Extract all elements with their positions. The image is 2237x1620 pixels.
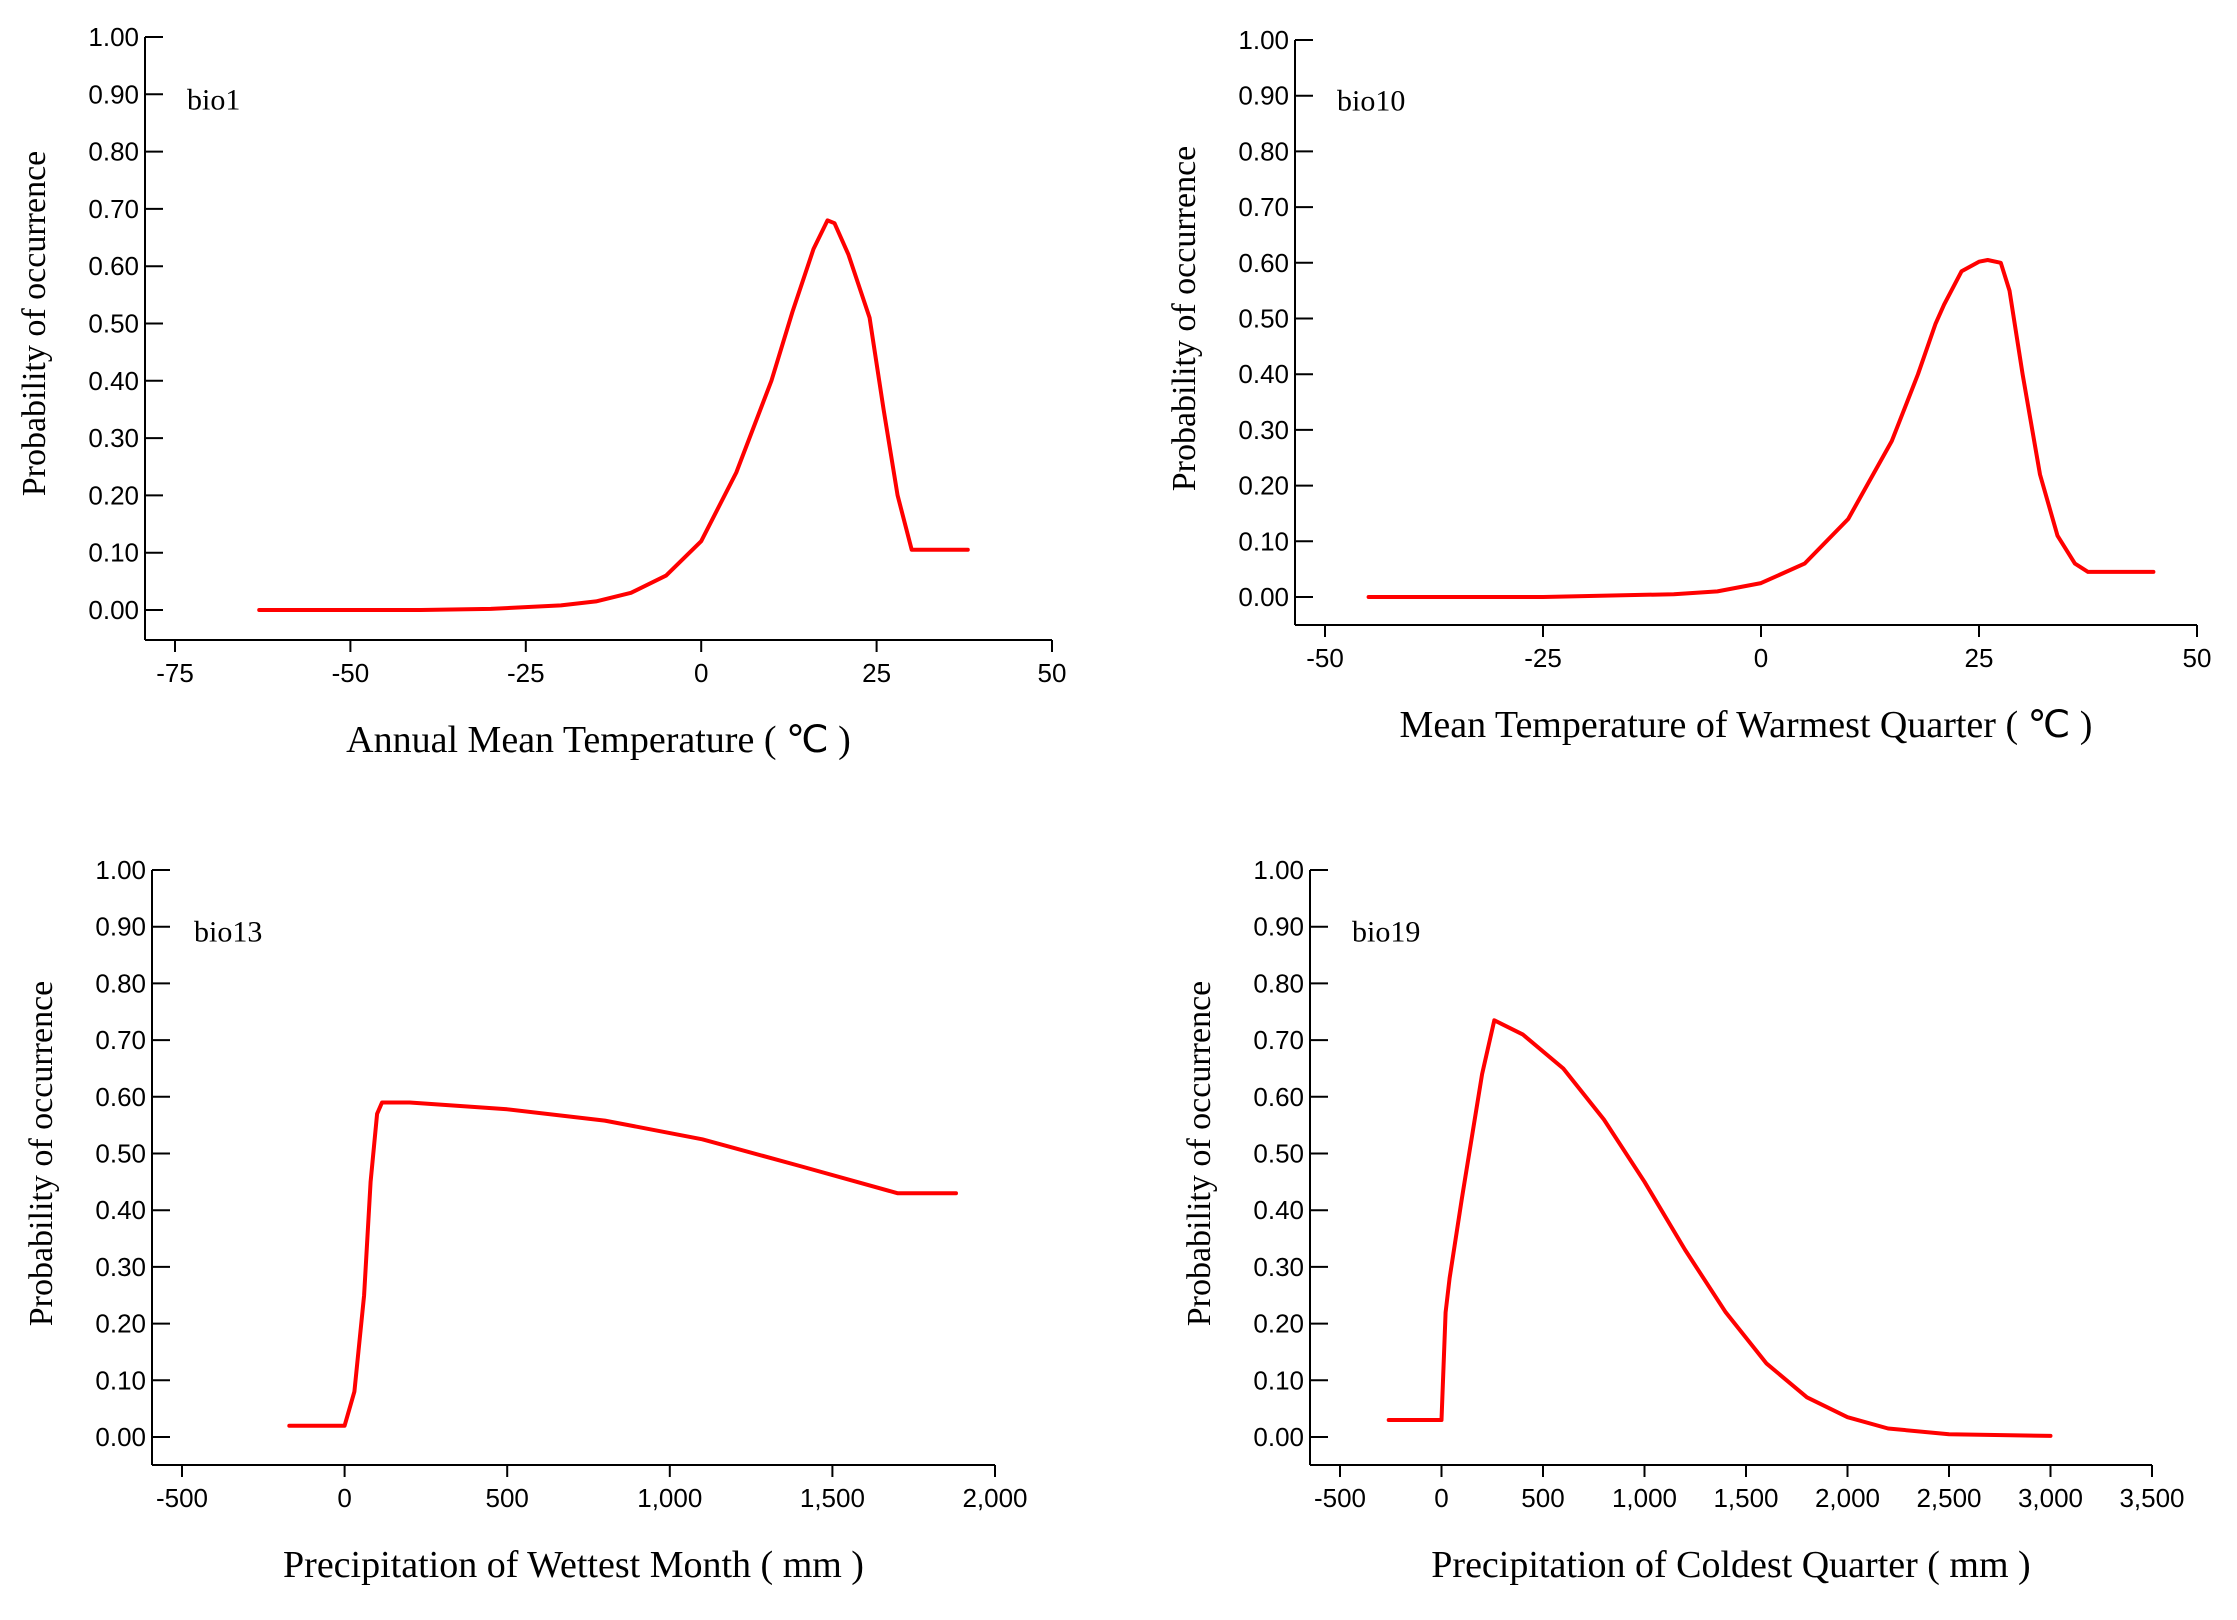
x-tick-label: 3,500	[2119, 1483, 2184, 1513]
x-tick-label: 500	[1521, 1483, 1564, 1513]
y-tick-label: 1.00	[88, 22, 139, 52]
y-tick-label: 0.60	[88, 251, 139, 281]
y-tick-label: 0.40	[1253, 1195, 1304, 1225]
x-tick-label: -500	[1314, 1483, 1366, 1513]
y-axis-title: Probability of occurrence	[16, 151, 53, 497]
y-tick-label: 0.90	[88, 79, 139, 109]
y-tick-label: 1.00	[95, 855, 146, 885]
y-tick-label: 0.00	[1253, 1422, 1304, 1452]
x-tick-label: -500	[156, 1483, 208, 1513]
y-tick-label: 0.70	[1238, 192, 1289, 222]
y-tick-label: 0.60	[95, 1082, 146, 1112]
x-tick-label: 2,000	[962, 1483, 1027, 1513]
x-axis-title: Mean Temperature of Warmest Quarter ( ℃ …	[1400, 704, 2093, 746]
y-tick-label: 0.80	[1238, 136, 1289, 166]
panel-bio10: 0.00 0.10 0.20 0.30 0.40 0.50 0.60 0.70 0.80 0.90…	[1166, 25, 2211, 746]
y-tick-label: 0.90	[1253, 912, 1304, 942]
y-tick-label: 0.20	[1238, 471, 1289, 501]
y-tick-label: 0.00	[95, 1422, 146, 1452]
y-tick-label: 0.30	[95, 1252, 146, 1282]
y-tick-label: 0.80	[88, 137, 139, 167]
y-tick-label: 0.50	[95, 1139, 146, 1169]
x-tick-label: 2,500	[1916, 1483, 1981, 1513]
x-tick-label: -50	[332, 658, 370, 688]
y-tick-label: 0.90	[1238, 81, 1289, 111]
y-tick-label: 0.30	[1238, 415, 1289, 445]
y-tick-label: 0.00	[1238, 582, 1289, 612]
y-tick-label: 0.50	[1238, 304, 1289, 334]
x-tick-label: 1,000	[1612, 1483, 1677, 1513]
y-tick-label: 0.70	[88, 194, 139, 224]
x-tick-label: 0	[337, 1483, 351, 1513]
y-tick-label: 0.70	[95, 1025, 146, 1055]
y-tick-label: 0.10	[1253, 1365, 1304, 1395]
y-tick-label: 0.60	[1253, 1082, 1304, 1112]
x-axis-title: Precipitation of Coldest Quarter ( mm )	[1431, 1544, 2030, 1586]
x-tick-label: 500	[486, 1483, 529, 1513]
y-tick-label: 0.50	[1253, 1139, 1304, 1169]
y-tick-label: 0.20	[95, 1309, 146, 1339]
y-tick-label: 0.40	[88, 366, 139, 396]
x-tick-label: -25	[1524, 643, 1562, 673]
panel-label: bio13	[194, 916, 262, 949]
y-axis-title: Probability of occurrence	[1181, 981, 1218, 1327]
x-tick-label: 0	[1754, 643, 1768, 673]
x-tick-label: 25	[1965, 643, 1994, 673]
response-curve	[1386, 1018, 2053, 1438]
y-tick-label: 0.80	[1253, 968, 1304, 998]
response-curve	[257, 218, 970, 612]
x-tick-label: -75	[156, 658, 194, 688]
panel-label: bio10	[1337, 85, 1405, 118]
y-tick-label: 0.30	[88, 423, 139, 453]
response-curve	[287, 1100, 958, 1428]
panel-bio13: 0.00 0.10 0.20 0.30 0.40 0.50 0.60 0.70 0.80 0.90…	[23, 855, 1028, 1586]
y-tick-label: 0.30	[1253, 1252, 1304, 1282]
y-tick-label: 0.20	[88, 480, 139, 510]
y-tick-label: 1.00	[1238, 25, 1289, 55]
y-tick-label: 0.80	[95, 968, 146, 998]
x-tick-label: 50	[1038, 658, 1067, 688]
y-tick-label: 0.60	[1238, 248, 1289, 278]
x-axis-title: Precipitation of Wettest Month ( mm )	[283, 1544, 864, 1586]
x-tick-label: 1,500	[800, 1483, 865, 1513]
x-tick-label: 2,000	[1815, 1483, 1880, 1513]
panel-bio1: 0.00 0.10 0.20 0.30 0.40 0.50 0.60 0.70 0.80 0.90…	[16, 22, 1066, 761]
y-tick-label: 0.50	[88, 309, 139, 339]
y-tick-label: 0.40	[95, 1195, 146, 1225]
y-tick-label: 0.40	[1238, 359, 1289, 389]
panel-label: bio1	[187, 83, 240, 116]
x-tick-label: 0	[1434, 1483, 1448, 1513]
x-tick-label: 1,000	[637, 1483, 702, 1513]
y-axis-title: Probability of occurrence	[1166, 146, 1203, 492]
response-curve	[1366, 258, 2156, 599]
panel-bio19: 0.00 0.10 0.20 0.30 0.40 0.50 0.60 0.70 0.80 0.90…	[1181, 855, 2185, 1586]
x-tick-label: 0	[694, 658, 708, 688]
x-axis-title: Annual Mean Temperature ( ℃ )	[346, 719, 851, 761]
x-tick-label: 3,000	[2018, 1483, 2083, 1513]
y-tick-label: 1.00	[1253, 855, 1304, 885]
x-tick-label: 50	[2183, 643, 2212, 673]
x-tick-label: -25	[507, 658, 545, 688]
y-tick-label: 0.00	[88, 595, 139, 625]
panel-label: bio19	[1352, 916, 1420, 949]
x-tick-label: -50	[1306, 643, 1344, 673]
y-tick-label: 0.10	[88, 538, 139, 568]
y-axis-title: Probability of occurrence	[23, 981, 60, 1327]
y-tick-label: 0.10	[1238, 526, 1289, 556]
x-tick-label: 25	[862, 658, 891, 688]
y-tick-label: 0.90	[95, 912, 146, 942]
y-tick-label: 0.10	[95, 1365, 146, 1395]
x-tick-label: 1,500	[1713, 1483, 1778, 1513]
y-tick-label: 0.70	[1253, 1025, 1304, 1055]
y-tick-label: 0.20	[1253, 1309, 1304, 1339]
